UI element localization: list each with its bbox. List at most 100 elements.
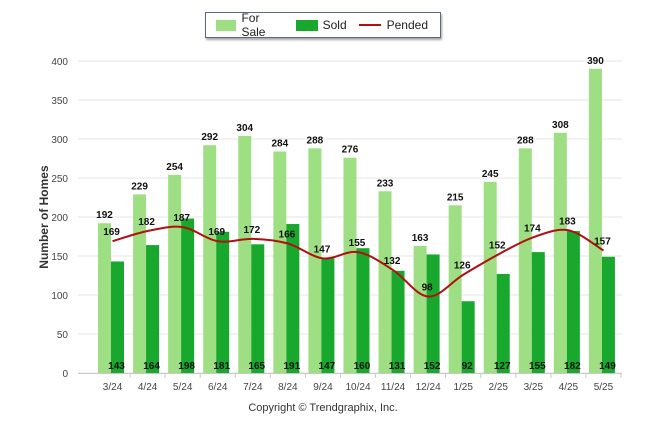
bar-for-sale [308, 148, 322, 373]
data-label-pended: 152 [489, 240, 506, 251]
bar-sold [531, 252, 545, 373]
data-label-pended: 183 [559, 216, 576, 227]
legend-label-for-sale: For Sale [241, 11, 266, 39]
data-label-for-sale: 304 [236, 123, 253, 134]
line-pended [112, 225, 604, 298]
data-label-for-sale: 292 [201, 132, 218, 143]
data-label-for-sale: 215 [447, 192, 464, 203]
data-label-pended: 169 [103, 227, 120, 238]
data-label-sold: 181 [213, 361, 230, 372]
data-label-pended: 126 [454, 261, 471, 272]
x-tick-label: 10/24 [345, 382, 370, 393]
data-label-sold: 147 [319, 361, 336, 372]
x-tick-label: 4/24 [138, 382, 158, 393]
data-label-for-sale: 233 [377, 178, 394, 189]
data-label-pended: 98 [422, 283, 434, 294]
data-label-sold: 182 [564, 361, 581, 372]
copyright-text: Copyright © Trendgraphix, Inc. [248, 402, 398, 414]
bar-sold [461, 301, 475, 373]
legend-item-for-sale[interactable]: For Sale [216, 11, 284, 39]
legend-swatch-sold [295, 19, 318, 31]
data-label-sold: 155 [529, 361, 546, 372]
data-label-for-sale: 288 [307, 135, 324, 146]
data-label-for-sale: 254 [166, 162, 183, 173]
data-label-for-sale: 276 [342, 145, 359, 156]
data-label-sold: 127 [494, 361, 511, 372]
legend-swatch-for-sale [216, 19, 237, 31]
y-tick-label: 350 [51, 96, 68, 107]
x-tick-label: 11/24 [381, 382, 406, 393]
x-tick-label: 7/24 [243, 382, 263, 393]
bar-for-sale [133, 194, 147, 373]
x-tick-label: 9/24 [313, 382, 333, 393]
data-label-for-sale: 308 [552, 120, 569, 131]
bar-for-sale [448, 205, 462, 373]
y-tick-label: 150 [51, 252, 68, 263]
legend-item-sold[interactable]: Sold [295, 18, 347, 32]
x-tick-label: 8/24 [278, 382, 298, 393]
bar-for-sale [553, 132, 567, 373]
bar-for-sale [238, 135, 252, 373]
legend-swatch-pended [358, 24, 381, 26]
x-tick-label: 4/25 [559, 382, 579, 393]
bar-for-sale [273, 151, 287, 373]
x-tick-label: 3/25 [524, 382, 544, 393]
legend: For Sale Sold Pended [205, 11, 441, 39]
data-label-pended: 174 [524, 223, 541, 234]
x-tick-label: 12/24 [416, 382, 441, 393]
data-label-for-sale: 245 [482, 169, 499, 180]
bar-sold [566, 231, 580, 373]
bar-sold [356, 248, 370, 373]
data-label-sold: 191 [283, 361, 300, 372]
bar-for-sale [483, 181, 497, 373]
y-tick-label: 250 [51, 174, 68, 185]
data-label-for-sale: 163 [412, 233, 429, 244]
x-tick-label: 5/24 [173, 382, 193, 393]
x-tick-label: 1/25 [453, 382, 473, 393]
data-label-pended: 157 [594, 237, 611, 248]
bar-for-sale [98, 223, 111, 373]
data-label-for-sale: 390 [587, 56, 604, 67]
data-label-pended: 155 [349, 238, 366, 249]
bar-sold [286, 224, 300, 373]
bar-for-sale [343, 157, 357, 373]
bar-for-sale [378, 191, 392, 373]
y-tick-label: 50 [57, 330, 69, 341]
bar-sold [181, 218, 195, 373]
x-tick-label: 5/25 [594, 382, 614, 393]
data-label-pended: 169 [208, 227, 225, 238]
x-tick-label: 3/24 [103, 382, 123, 393]
data-label-for-sale: 192 [96, 210, 113, 221]
data-label-pended: 182 [138, 217, 155, 228]
bar-sold [111, 261, 124, 373]
bar-sold [426, 254, 440, 373]
bar-sold [146, 245, 160, 373]
data-label-for-sale: 288 [517, 135, 534, 146]
data-label-pended: 187 [173, 213, 190, 224]
data-label-sold: 165 [248, 361, 265, 372]
bar-for-sale [518, 148, 532, 373]
legend-label-sold: Sold [322, 18, 347, 32]
data-label-for-sale: 284 [271, 138, 288, 149]
data-label-sold: 149 [599, 361, 616, 372]
data-label-sold: 160 [354, 361, 371, 372]
data-label-for-sale: 229 [131, 181, 148, 192]
y-tick-label: 0 [62, 369, 68, 380]
data-label-sold: 152 [424, 361, 441, 372]
data-label-pended: 166 [279, 230, 296, 241]
x-tick-label: 6/24 [208, 382, 228, 393]
data-label-sold: 143 [108, 361, 125, 372]
legend-item-pended[interactable]: Pended [358, 18, 428, 32]
y-tick-label: 300 [51, 135, 68, 146]
data-label-sold: 164 [143, 361, 160, 372]
x-tick-label: 2/25 [489, 382, 509, 393]
data-label-sold: 131 [389, 361, 406, 372]
bar-sold [216, 231, 230, 373]
bar-sold [601, 256, 615, 373]
bar-for-sale [203, 145, 217, 373]
bar-for-sale [413, 245, 427, 373]
data-label-pended: 132 [384, 256, 401, 267]
data-label-pended: 147 [314, 244, 331, 255]
